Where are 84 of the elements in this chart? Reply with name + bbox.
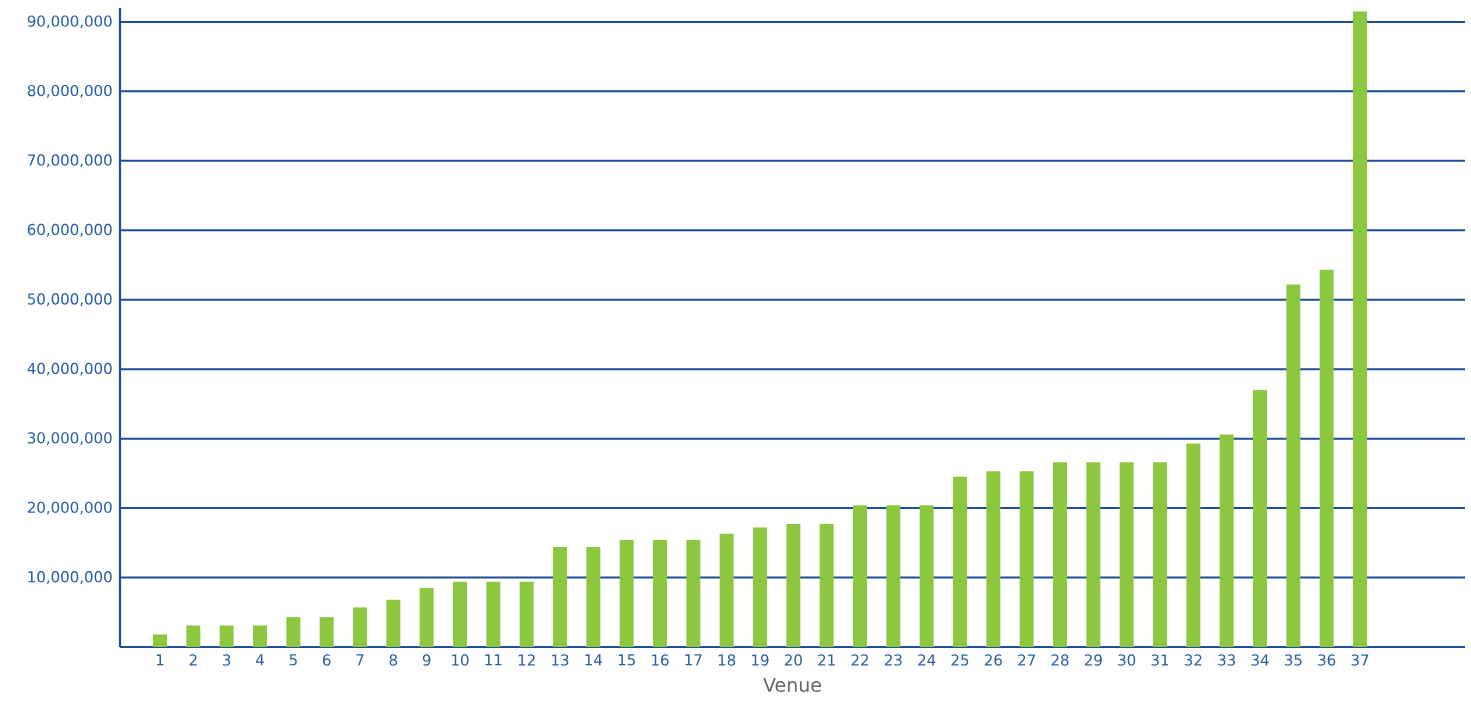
x-tick-label: 28 [1051,654,1069,666]
x-tick-label: 34 [1251,654,1269,666]
bar [1253,390,1267,647]
bar [219,625,234,647]
y-tick-label: 90,000,000 [27,15,112,29]
bar [853,505,867,647]
x-tick-label: 37 [1351,654,1369,666]
x-tick-label: 17 [685,654,702,666]
x-tick-label: 15 [618,654,635,666]
x-tick-label: 16 [652,654,669,666]
bar [519,581,534,647]
x-tick-label: 6 [322,654,331,666]
y-tick-label: 60,000,000 [27,223,112,237]
x-tick-label: 2 [189,654,197,666]
x-axis-title: Venue [763,677,821,692]
x-tick-label: 9 [422,654,431,666]
bar [1153,462,1167,647]
x-tick-label: 10 [452,654,469,666]
bar [653,540,667,647]
bar [486,581,501,647]
x-tick-label: 8 [389,654,398,666]
x-tick-label: 13 [552,654,569,666]
bar [1353,11,1367,647]
x-tick-label: 4 [255,654,264,666]
x-tick-label: 32 [1184,654,1202,666]
x-tick-label: 21 [818,654,835,666]
x-tick-label: 5 [289,654,297,666]
bar [1286,284,1301,647]
bar [419,587,434,647]
bar [953,476,967,647]
bar [819,524,834,647]
x-tick-label: 31 [1151,654,1169,666]
x-tick-label: 23 [884,654,902,666]
y-tick-label: 80,000,000 [27,84,112,98]
bar [686,540,701,647]
bar [186,625,201,647]
x-tick-label: 18 [718,654,736,666]
bar [619,540,634,647]
bar [319,617,334,647]
y-tick-label: 40,000,000 [27,362,112,376]
bar [1019,471,1034,647]
y-tick-label: 20,000,000 [27,501,112,515]
x-tick-label: 14 [585,654,603,666]
x-tick-label: 19 [752,654,769,666]
bar [886,505,901,647]
bar [153,634,167,647]
bar [1053,462,1067,647]
bar [386,599,401,647]
y-tick-label: 10,000,000 [28,571,112,584]
x-tick-label: 30 [1118,654,1136,666]
y-tick-label: 30,000,000 [27,432,112,446]
bar [1219,434,1234,647]
y-tick-label: 70,000,000 [28,154,112,168]
bar [719,533,734,647]
x-tick-label: 1 [156,654,164,666]
bar [1186,443,1201,647]
bar [1086,462,1101,647]
bar [986,471,1001,647]
bar [453,581,467,647]
x-tick-label: 24 [918,654,936,666]
x-tick-label: 12 [518,654,535,666]
bar [786,524,801,647]
x-tick-label: 36 [1318,654,1336,666]
x-tick-label: 25 [951,654,969,666]
y-tick-label: 50,000,000 [27,293,112,307]
x-tick-label: 27 [1018,654,1035,666]
x-tick-label: 11 [485,654,502,666]
bar [586,546,601,647]
bar [1319,269,1334,647]
x-tick-label: 7 [356,654,364,666]
x-tick-label: 26 [984,654,1002,666]
x-tick-label: 3 [223,654,231,666]
x-tick-label: 35 [1284,654,1302,666]
x-tick-label: 33 [1218,654,1236,666]
bar [353,607,367,647]
x-tick-label: 22 [851,654,869,666]
x-tick-label: 20 [784,654,802,666]
bar [253,625,267,647]
bar [286,617,301,647]
bar [553,546,567,647]
bar [753,527,767,647]
bar [919,505,934,647]
bar [1119,462,1134,647]
x-tick-label: 29 [1084,654,1102,666]
